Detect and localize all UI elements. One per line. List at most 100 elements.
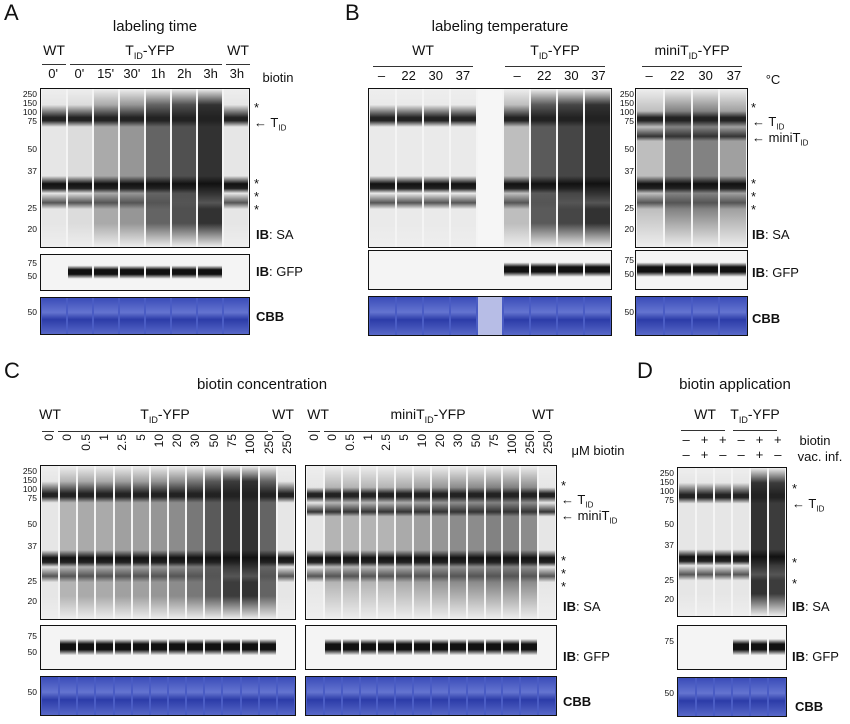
blot-lane [370, 251, 395, 289]
blot-lane [715, 468, 731, 616]
blot-cbb [677, 677, 787, 717]
lane-label: 50 [469, 434, 483, 448]
asterisk: * [254, 176, 260, 191]
mw-marker: 75 [664, 635, 674, 646]
blot-lane [637, 297, 663, 335]
lane-label: 2h [177, 66, 192, 81]
mw-marker: 37 [664, 540, 674, 550]
panel-letter-b: B [345, 0, 360, 25]
lane-label: 0.5 [343, 434, 357, 451]
lane-label: 100 [243, 434, 258, 455]
asterisk: * [792, 576, 798, 591]
mw-marker: 250 [22, 466, 37, 476]
blot-lane [449, 466, 466, 619]
blot-sa-mini [305, 465, 557, 620]
blot-lane [432, 677, 448, 715]
blot-lane [503, 677, 520, 715]
blot-lane [42, 89, 66, 247]
blot-lane [223, 626, 240, 669]
mw-marker: 100 [22, 484, 37, 494]
blot-lane [396, 626, 413, 669]
mw-marker: 250 [659, 468, 674, 478]
blot-lane [68, 298, 92, 334]
lane-label: 30' [123, 66, 141, 81]
divider [42, 431, 54, 432]
mw-marker: 50 [27, 307, 37, 318]
blot-sa [40, 88, 250, 248]
blot-lane [307, 466, 323, 619]
lane-label: 37 [591, 68, 606, 83]
blot-lane [342, 677, 359, 715]
blot-lane [531, 251, 557, 289]
blot-lane [342, 466, 359, 619]
mw-marker: 50 [624, 143, 634, 154]
mw-marker: 50 [27, 143, 37, 154]
blot-lane [187, 677, 204, 715]
row-label-biotin: biotin [799, 433, 831, 448]
blot-lane [664, 251, 691, 289]
divider [505, 66, 605, 67]
mw-marker: 50 [624, 269, 634, 279]
lane-label: 30 [451, 434, 465, 448]
blot-gfp-mini [305, 625, 557, 670]
lane-label: 15' [97, 66, 115, 81]
blot-lane [307, 677, 323, 715]
mw-marker: 20 [27, 223, 37, 234]
blot-lane [198, 255, 222, 290]
blot-lane [396, 677, 413, 715]
tid-arrow-label: ← TID [254, 115, 287, 133]
blot-lane [521, 677, 538, 715]
asterisk: * [751, 176, 757, 191]
blot-lane [423, 297, 449, 335]
mw-marker: 25 [664, 574, 674, 585]
ib-sa-label: IB: SA [752, 227, 790, 242]
blot-lane [324, 466, 341, 619]
asterisk: * [254, 189, 260, 204]
blot-lane [467, 466, 484, 619]
lane-label: + [774, 432, 782, 447]
blot-lane [168, 466, 186, 619]
divider [308, 431, 320, 432]
mw-marker: 75 [27, 631, 37, 642]
mw-marker: 50 [27, 271, 37, 282]
blot-lane [168, 677, 186, 715]
blot-cbb [40, 297, 250, 335]
mw-marker: 150 [22, 98, 37, 108]
blot-lane [733, 678, 749, 716]
mw-marker: 50 [27, 687, 37, 697]
lane-label: 37 [726, 68, 742, 83]
blot-lane [414, 626, 431, 669]
blot-lane [539, 677, 556, 715]
divider [373, 66, 473, 67]
blot-lane [449, 626, 466, 669]
blot-lane [96, 466, 113, 619]
blot-lane [539, 626, 556, 669]
lane-label: – [737, 432, 745, 447]
blot-lane [259, 626, 276, 669]
blot-lane [751, 468, 767, 616]
blot-lane [94, 298, 118, 334]
group-wt: WT [412, 42, 434, 58]
blot-cbb-mini [305, 676, 557, 716]
blot-lane [396, 251, 422, 289]
blot-lane [558, 89, 584, 247]
divider [642, 66, 742, 67]
blot-lane [414, 466, 431, 619]
blot-lane [504, 89, 530, 247]
mw-marker: 75 [624, 116, 634, 126]
lane-label: 1 [97, 434, 111, 441]
group-minitid-yfp: miniTID-YFP [390, 406, 466, 425]
blot-lane [277, 466, 294, 619]
lane-label: + [700, 432, 709, 447]
blot-lane [241, 626, 258, 669]
lane-label: 0 [325, 434, 339, 441]
group-wt: WT [694, 406, 716, 422]
blot-cbb [368, 296, 612, 336]
blot-lane [679, 678, 695, 716]
lane-unit: biotin [262, 70, 294, 85]
blot-lane [558, 297, 584, 335]
blot-lane [205, 466, 222, 619]
blot-lane [360, 466, 377, 619]
blot-lane [733, 626, 749, 669]
